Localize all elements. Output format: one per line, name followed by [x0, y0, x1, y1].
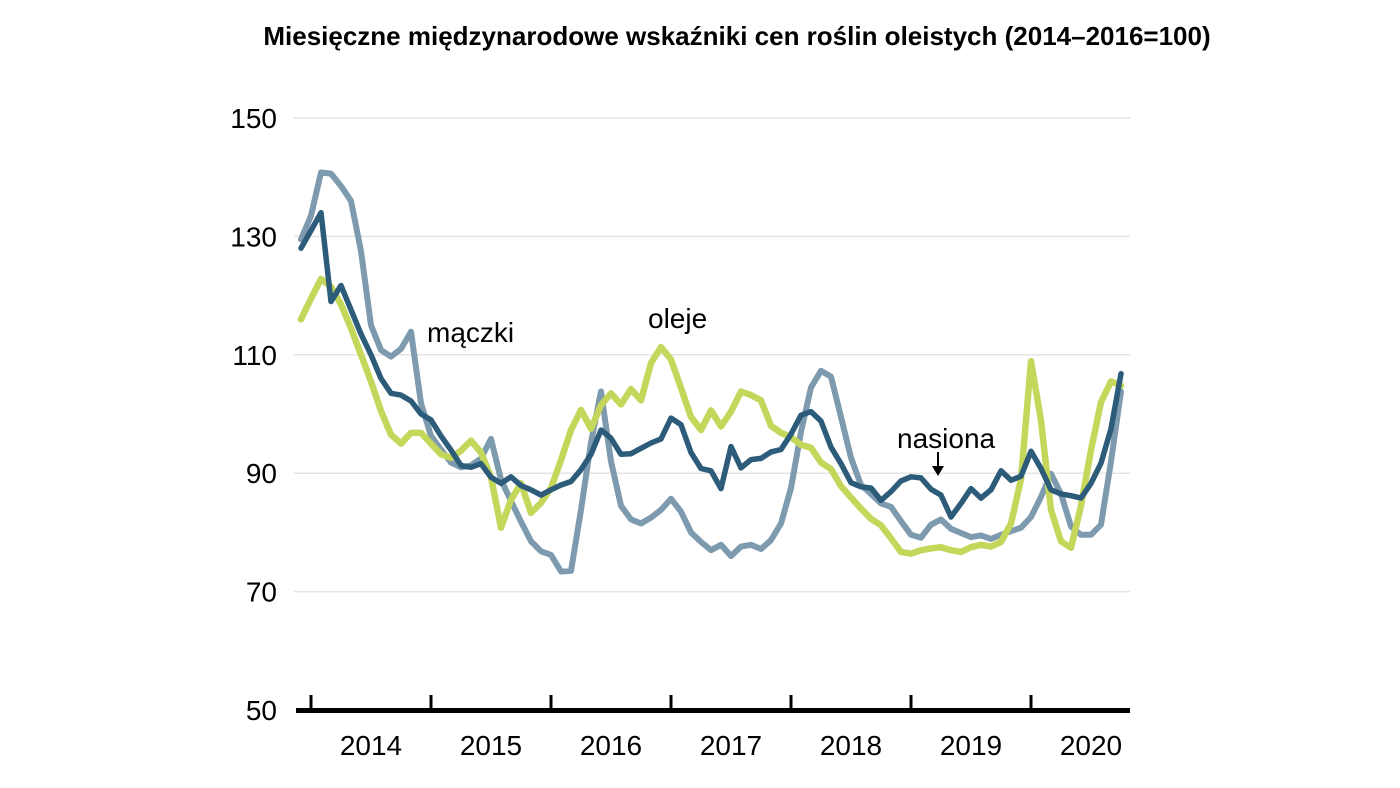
x-tick-mark — [549, 695, 553, 708]
x-axis: 2014 2015 2016 2017 2018 2019 2020 — [296, 695, 1130, 761]
y-tick-label: 110 — [232, 340, 277, 371]
y-tick-label: 150 — [230, 103, 277, 134]
x-tick-label: 2018 — [820, 730, 882, 761]
y-tick-label: 130 — [230, 221, 277, 252]
price-line-nasiona — [298, 209, 1124, 520]
x-axis-line — [296, 708, 1130, 713]
price-line-mączki — [298, 169, 1124, 575]
x-tick-label: 2020 — [1060, 730, 1122, 761]
x-tick-label: 2017 — [700, 730, 762, 761]
x-tick-label: 2014 — [340, 730, 402, 761]
x-tick-mark — [909, 695, 913, 708]
series-labels: mączki oleje nasiona — [427, 303, 996, 476]
x-tick-mark — [429, 695, 433, 708]
series-label-nasiona: nasiona — [897, 423, 996, 454]
x-tick-label: 2015 — [460, 730, 522, 761]
x-tick-mark — [669, 695, 673, 708]
y-axis-labels: 150 130 110 90 70 50 — [230, 103, 277, 726]
x-tick-mark — [309, 695, 313, 708]
gridlines — [294, 117, 1130, 593]
y-tick-label: 70 — [246, 577, 277, 608]
chart-title: Miesięczne międzynarodowe wskaźniki cen … — [263, 21, 1210, 51]
price-line-oleje — [297, 275, 1125, 557]
annotation-arrow-head — [932, 466, 944, 476]
x-tick-label: 2019 — [940, 730, 1002, 761]
series-lines — [297, 169, 1125, 575]
x-tick-label: 2016 — [580, 730, 642, 761]
x-tick-mark — [1029, 695, 1033, 708]
series-label-oleje: oleje — [648, 303, 707, 334]
series-label-mączki: mączki — [427, 317, 514, 348]
y-tick-label: 50 — [246, 695, 277, 726]
x-tick-mark — [789, 695, 793, 708]
y-tick-label: 90 — [246, 458, 277, 489]
